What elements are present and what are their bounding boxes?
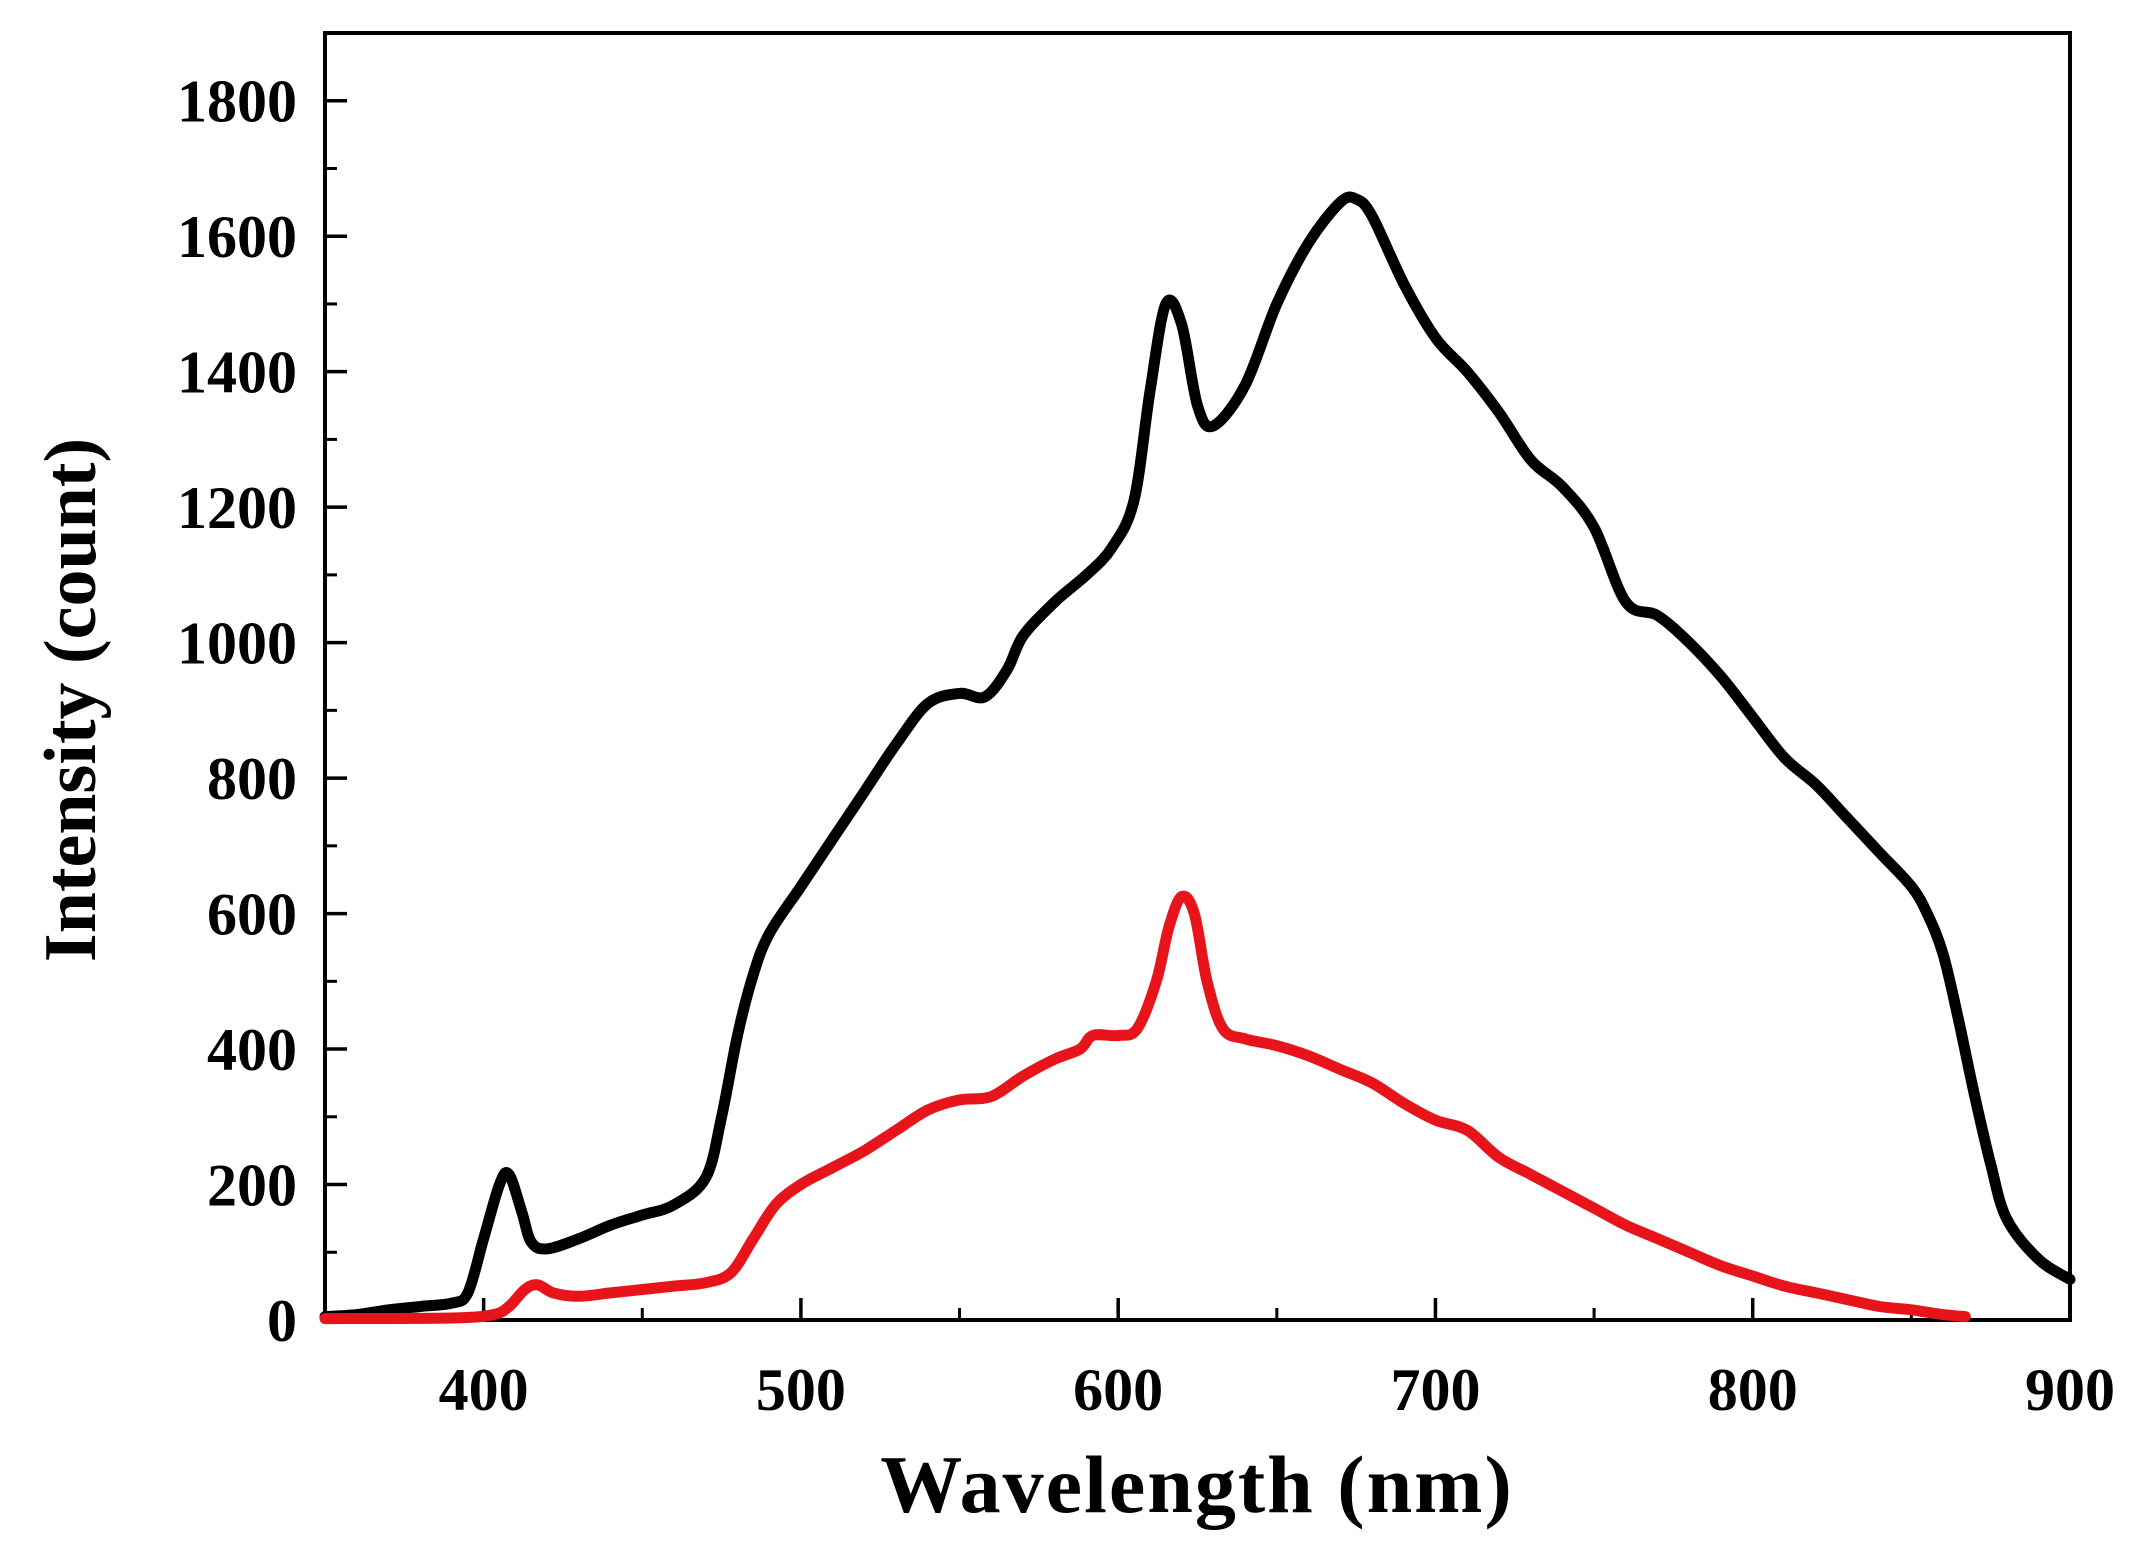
y-tick-labels: 0 200 400 600 800 1000 1200 1400 1600 1800	[177, 69, 297, 1354]
y-tick-label: 1800	[177, 69, 297, 135]
y-tick-label: 600	[207, 882, 297, 948]
y-tick-label: 1200	[177, 475, 297, 541]
y-tick-label: 400	[207, 1017, 297, 1083]
y-axis-title: Intensity (count)	[30, 438, 112, 962]
plot-frame	[323, 31, 2072, 1322]
y-tick-label: 0	[267, 1288, 297, 1354]
y-tick-label: 200	[207, 1153, 297, 1219]
y-tick-label: 1000	[177, 611, 297, 677]
red-spectrum-line	[319, 890, 1971, 1325]
x-tick-label: 400	[439, 1357, 529, 1423]
series-group	[319, 191, 2076, 1325]
x-tick-labels: 400 500 600 700 800 900	[439, 1357, 2115, 1423]
x-tick-label: 500	[756, 1357, 846, 1423]
x-tick-label: 700	[1390, 1357, 1480, 1423]
y-tick-label: 1400	[177, 340, 297, 406]
black-spectrum-line	[319, 191, 2076, 1323]
y-tick-label: 800	[207, 746, 297, 812]
x-tick-label: 900	[2025, 1357, 2115, 1423]
y-tick-label: 1600	[177, 204, 297, 270]
x-axis-title: Wavelength (nm)	[880, 1439, 1514, 1530]
x-tick-label: 600	[1073, 1357, 1163, 1423]
x-tick-label: 800	[1708, 1357, 1798, 1423]
